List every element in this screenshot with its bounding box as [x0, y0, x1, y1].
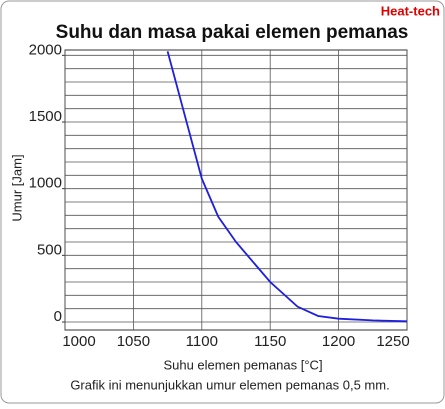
line [166, 51, 408, 323]
y-tick-label: 0 [54, 308, 62, 325]
x-tick-label: 1200 [322, 333, 355, 350]
y-tick-label: 500 [37, 241, 62, 258]
brand: Heat-tech [381, 3, 440, 18]
x-axis-label: Suhu elemen pemanas [°C] [163, 357, 322, 372]
y-axis-label: Umur [Jam] [9, 154, 24, 221]
x-tick-label: 1000 [62, 333, 95, 350]
chart-title: Suhu dan masa pakai elemen pemanas [56, 22, 409, 43]
plot-area [64, 49, 408, 331]
x-tick-label: 1050 [117, 333, 150, 350]
y-tick-label: 1500 [29, 108, 62, 125]
x-tick-label: 1150 [254, 333, 286, 350]
caption: Grafik ini menunjukkan umur elemen peman… [70, 377, 389, 392]
x-tick-label: 1100 [186, 333, 218, 350]
y-tick-label: 2000 [29, 41, 62, 58]
x-tick-label: 1250 [376, 333, 409, 350]
y-tick-label: 1000 [29, 175, 62, 192]
